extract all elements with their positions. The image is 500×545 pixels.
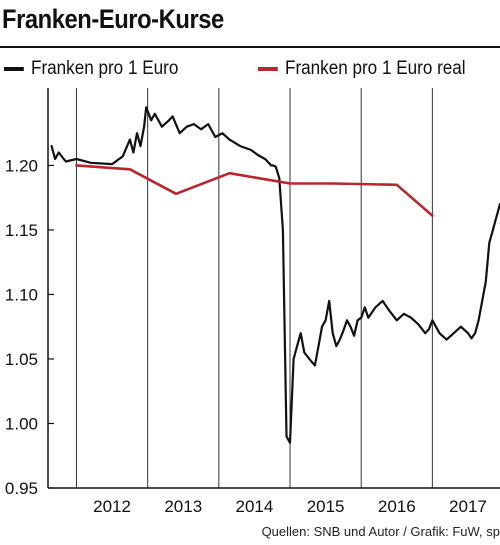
y-tick-label: 1.20: [5, 156, 38, 175]
x-tick-label: 2015: [307, 497, 345, 516]
series-line-real: [75, 164, 434, 217]
axes: [47, 88, 500, 489]
y-tick-label: 0.95: [5, 479, 38, 498]
y-tick-label: 1.15: [5, 221, 38, 240]
series-line-nominal: [50, 106, 500, 444]
x-tick-label: 2012: [93, 497, 131, 516]
legend-label-real: Franken pro 1 Euro real: [285, 58, 466, 79]
x-tick-label: 2017: [449, 497, 487, 516]
title-rule: [0, 46, 500, 48]
vertical-gridlines: [75, 88, 433, 488]
x-tick-labels: 2012 2013 2014 2015 2016 2017: [93, 497, 487, 516]
x-tick-label: 2013: [164, 497, 202, 516]
x-tick-label: 2016: [378, 497, 416, 516]
source-note: Quellen: SNB und Autor / Grafik: FuW, sp: [261, 524, 500, 539]
y-tick-labels: 0.95 1.00 1.05 1.10 1.15 1.20: [5, 156, 54, 498]
x-tick-label: 2014: [236, 497, 274, 516]
y-tick-label: 1.10: [5, 285, 38, 304]
y-tick-label: 1.00: [5, 414, 38, 433]
legend-swatch-nominal: [4, 67, 24, 71]
legend-item-nominal: Franken pro 1 Euro: [4, 58, 178, 80]
data-series: [50, 106, 500, 444]
legend-swatch-real: [258, 67, 278, 71]
legend-label-nominal: Franken pro 1 Euro: [31, 58, 179, 79]
legend-item-real: Franken pro 1 Euro real: [258, 58, 466, 80]
y-tick-label: 1.05: [5, 350, 38, 369]
chart-title: Franken-Euro-Kurse: [2, 4, 224, 34]
